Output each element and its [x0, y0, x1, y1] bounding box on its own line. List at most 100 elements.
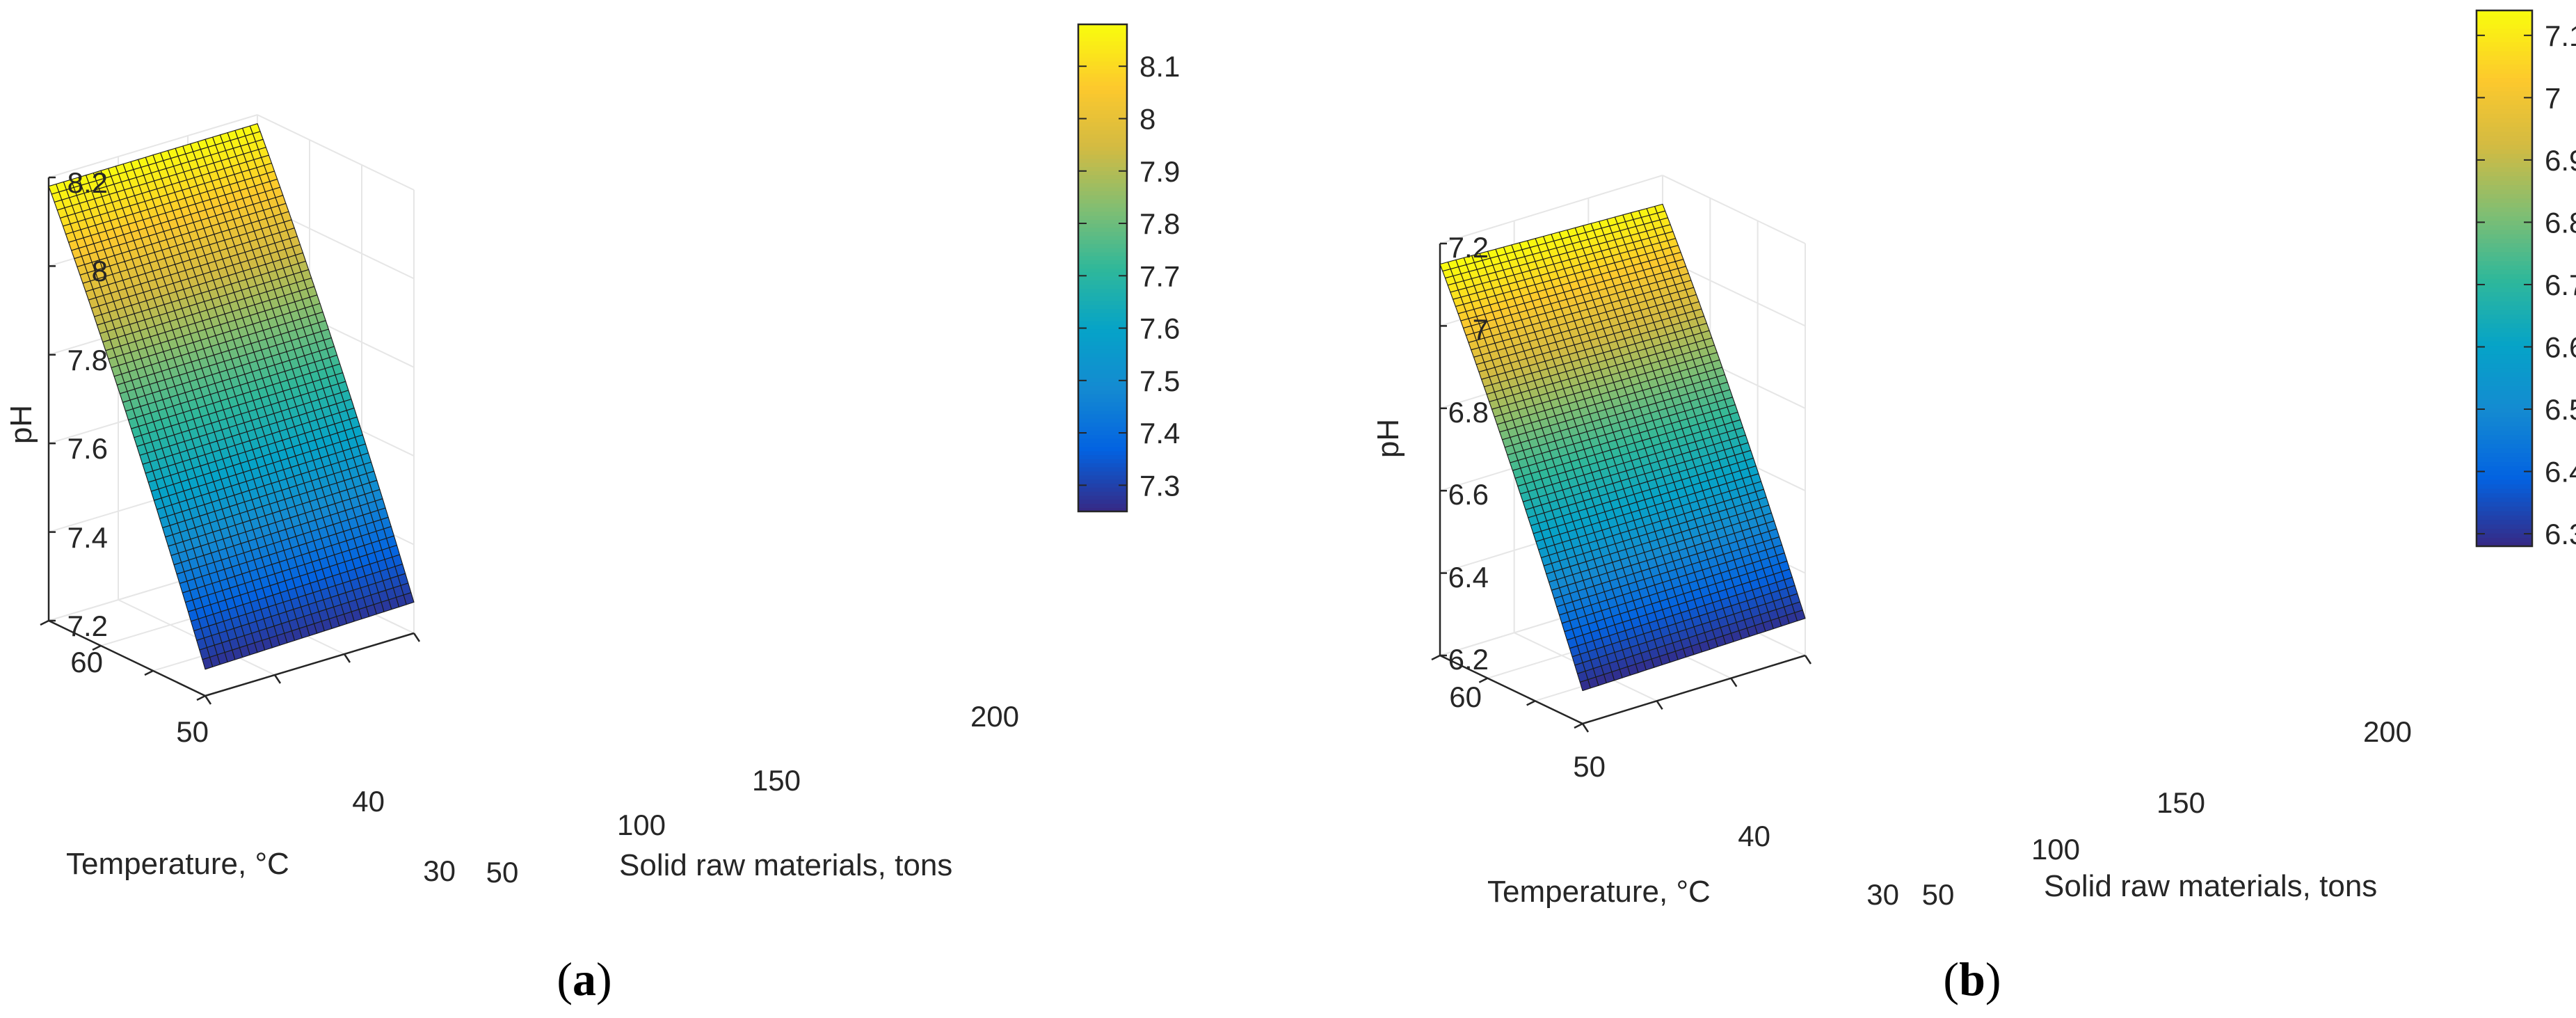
colorbar-band [1078, 24, 1127, 29]
colorbar-band [2477, 332, 2532, 337]
colorbar-band [2477, 50, 2532, 56]
colorbar-band [1078, 491, 1127, 496]
colorbar-band [2477, 59, 2532, 65]
colorbar-band [1078, 276, 1127, 281]
colorbar-tick-b-0: 6.3 [2545, 518, 2576, 550]
colorbar-band [1078, 434, 1127, 439]
colorbar-band [1078, 101, 1127, 106]
colorbar-frame [1077, 23, 1128, 513]
colorbar-band [2477, 131, 2532, 136]
colorbar-band [1078, 191, 1127, 196]
colorbar-band [2477, 309, 2532, 315]
colorbar-band [2477, 193, 2532, 199]
colorbar-band [1078, 32, 1127, 38]
colorbar-band [2477, 372, 2532, 377]
colorbar-band [2477, 443, 2532, 449]
x-axis-line [1582, 654, 1806, 725]
panel-label-a: a [573, 953, 596, 1005]
x-tick-a-100: 100 [617, 809, 666, 841]
x-tick-b-150: 150 [2157, 786, 2205, 819]
colorbar-band [2477, 247, 2532, 253]
colorbar-band [1078, 129, 1127, 135]
grid-line [48, 114, 258, 178]
colorbar-band [1078, 271, 1127, 277]
colorbar-band [1078, 483, 1127, 488]
colorbar-band [1078, 495, 1127, 500]
colorbar-band [2477, 340, 2532, 347]
colorbar-band [2477, 202, 2532, 208]
colorbar-band [2477, 72, 2532, 79]
colorbar-band [1078, 328, 1127, 334]
z-tick-b-5: 7.2 [1448, 231, 1489, 264]
colorbar-band [2477, 292, 2532, 297]
colorbar-band [1078, 365, 1127, 370]
colorbar-band [2477, 41, 2532, 47]
colorbar-band [1078, 414, 1127, 419]
colorbar-band [2477, 466, 2532, 471]
z-tick-a-1: 7.4 [67, 521, 108, 554]
colorbar-tick-a-7: 8 [1139, 103, 1155, 136]
colorbar-band [1078, 417, 1127, 423]
colorbar-band [2477, 55, 2532, 61]
x-axis-label-b: Solid raw materials, tons [2044, 869, 2377, 903]
colorbar-band [1078, 264, 1127, 269]
colorbar-band [1078, 357, 1127, 362]
colorbar-tick-a-1: 7.4 [1139, 417, 1180, 450]
colorbar-band [2477, 126, 2532, 132]
colorbar-band [1078, 142, 1127, 147]
colorbar-band [1078, 45, 1127, 49]
colorbar-band [1078, 40, 1127, 45]
colorbar-band [1078, 300, 1127, 305]
colorbar-tick-a-0: 7.3 [1139, 469, 1180, 502]
colorbar-band [2477, 198, 2532, 203]
colorbar-band [1078, 52, 1127, 58]
colorbar-tick-b-5: 6.8 [2545, 206, 2576, 239]
colorbar-band [1078, 308, 1127, 313]
colorbar-band [2477, 77, 2532, 83]
colorbar-band [2477, 19, 2532, 25]
y-tick-b-30: 30 [1866, 878, 1899, 911]
colorbar-band [2477, 381, 2532, 386]
colorbar-band [1078, 239, 1127, 244]
colorbar-band [2477, 456, 2532, 462]
x-tick-mark [413, 633, 421, 642]
colorbar-band [1078, 178, 1127, 184]
y-tick-a-60: 60 [70, 646, 103, 678]
colorbar-band [2477, 273, 2532, 279]
colorbar-band [1078, 284, 1127, 289]
colorbar-band [2477, 390, 2532, 395]
colorbar-band [2477, 385, 2532, 391]
colorbar-band [2477, 225, 2532, 230]
colorbar-band [2477, 140, 2532, 145]
colorbar-tick-a-5: 7.8 [1139, 207, 1180, 240]
colorbar-band [1078, 317, 1127, 321]
x-tick-mark [1656, 700, 1663, 710]
colorbar-band [2477, 399, 2532, 404]
colorbar-band [1078, 304, 1127, 310]
colorbar-band [1078, 373, 1127, 379]
colorbar-band [1078, 410, 1127, 415]
colorbar-band [2477, 122, 2532, 127]
colorbar-band [1078, 479, 1127, 484]
colorbar-band [2477, 318, 2532, 324]
colorbar-band [2477, 493, 2532, 498]
x-axis-label-a: Solid raw materials, tons [619, 848, 952, 882]
z-tick-a-5: 8.2 [67, 166, 108, 199]
colorbar-band [2477, 416, 2532, 422]
colorbar-band [1078, 158, 1127, 164]
surface-cell [403, 592, 415, 605]
colorbar-band [1078, 170, 1127, 175]
colorbar-band [1078, 470, 1127, 476]
colorbar-band [2477, 528, 2532, 534]
colorbar-band [2477, 189, 2532, 194]
colorbar-band [2477, 376, 2532, 382]
z-tick-a-0: 7.2 [67, 610, 108, 642]
colorbar-band [1078, 97, 1127, 102]
colorbar-band [2477, 345, 2532, 351]
colorbar-band [1078, 186, 1127, 191]
colorbar-band [1078, 182, 1127, 188]
colorbar-band [2477, 515, 2532, 520]
colorbar-tick-b-2: 6.5 [2545, 393, 2576, 426]
z-tick-a-3: 7.8 [67, 344, 108, 376]
